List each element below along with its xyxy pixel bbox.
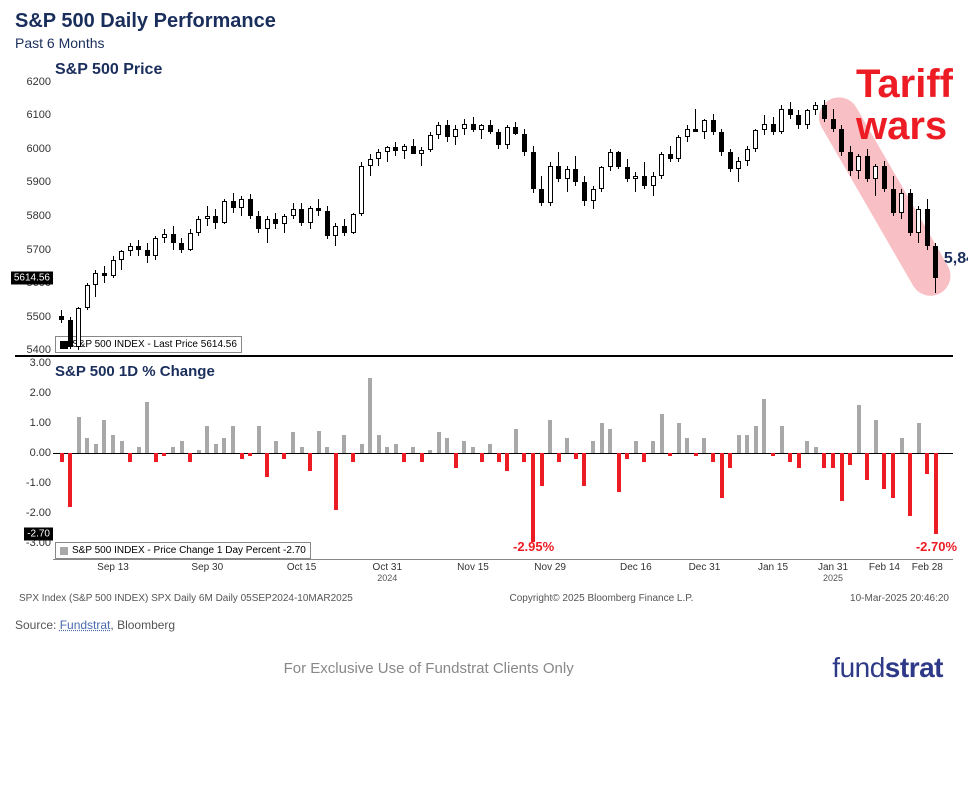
pct-legend: S&P 500 INDEX - Price Change 1 Day Perce… — [55, 542, 311, 559]
chart-subtitle: Past 6 Months — [15, 35, 953, 51]
price-chart: S&P 500 Price 54005500560057005800590060… — [15, 57, 953, 357]
meta-row: SPX Index (S&P 500 INDEX) SPX Daily 6M D… — [15, 593, 953, 604]
chart-main-title: S&P 500 Daily Performance — [15, 10, 953, 33]
source-prefix: Source: — [15, 618, 60, 632]
x-axis: Sep 13Sep 30Oct 15Oct 312024Nov 15Nov 29… — [53, 559, 953, 589]
pct-chart: S&P 500 1D % Change -3.00-2.00-1.000.001… — [15, 359, 953, 559]
source-line: Source: Fundstrat, Bloomberg — [15, 618, 953, 632]
pct-y-axis: -3.00-2.00-1.000.001.002.003.00-2.70 — [15, 363, 53, 543]
candlesticks — [53, 75, 953, 355]
meta-center: Copyright© 2025 Bloomberg Finance L.P. — [509, 593, 693, 604]
meta-right: 10-Mar-2025 20:46:20 — [850, 593, 949, 604]
meta-left: SPX Index (S&P 500 INDEX) SPX Daily 6M D… — [19, 593, 353, 604]
pct-chart-title: S&P 500 1D % Change — [55, 363, 215, 380]
source-suffix: , Bloomberg — [110, 618, 175, 632]
pct-legend-text: S&P 500 INDEX - Price Change 1 Day Perce… — [72, 545, 306, 556]
logo-part1: fund — [832, 652, 885, 683]
pct-bars: -2.95%-2.70% — [53, 363, 953, 543]
footer: For Exclusive Use of Fundstrat Clients O… — [15, 652, 953, 684]
price-y-axis: 5400550056005700580059006000610062005614… — [15, 57, 53, 355]
logo-part2: strat — [885, 652, 943, 683]
legend-square-icon — [60, 547, 68, 555]
source-link[interactable]: Fundstrat — [60, 618, 111, 632]
fundstrat-logo: fundstrat — [832, 652, 943, 684]
disclaimer: For Exclusive Use of Fundstrat Clients O… — [25, 660, 832, 677]
